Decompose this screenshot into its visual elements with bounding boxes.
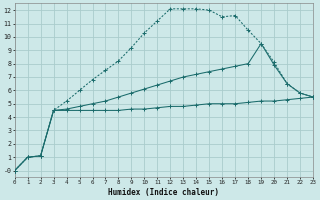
X-axis label: Humidex (Indice chaleur): Humidex (Indice chaleur) bbox=[108, 188, 219, 197]
